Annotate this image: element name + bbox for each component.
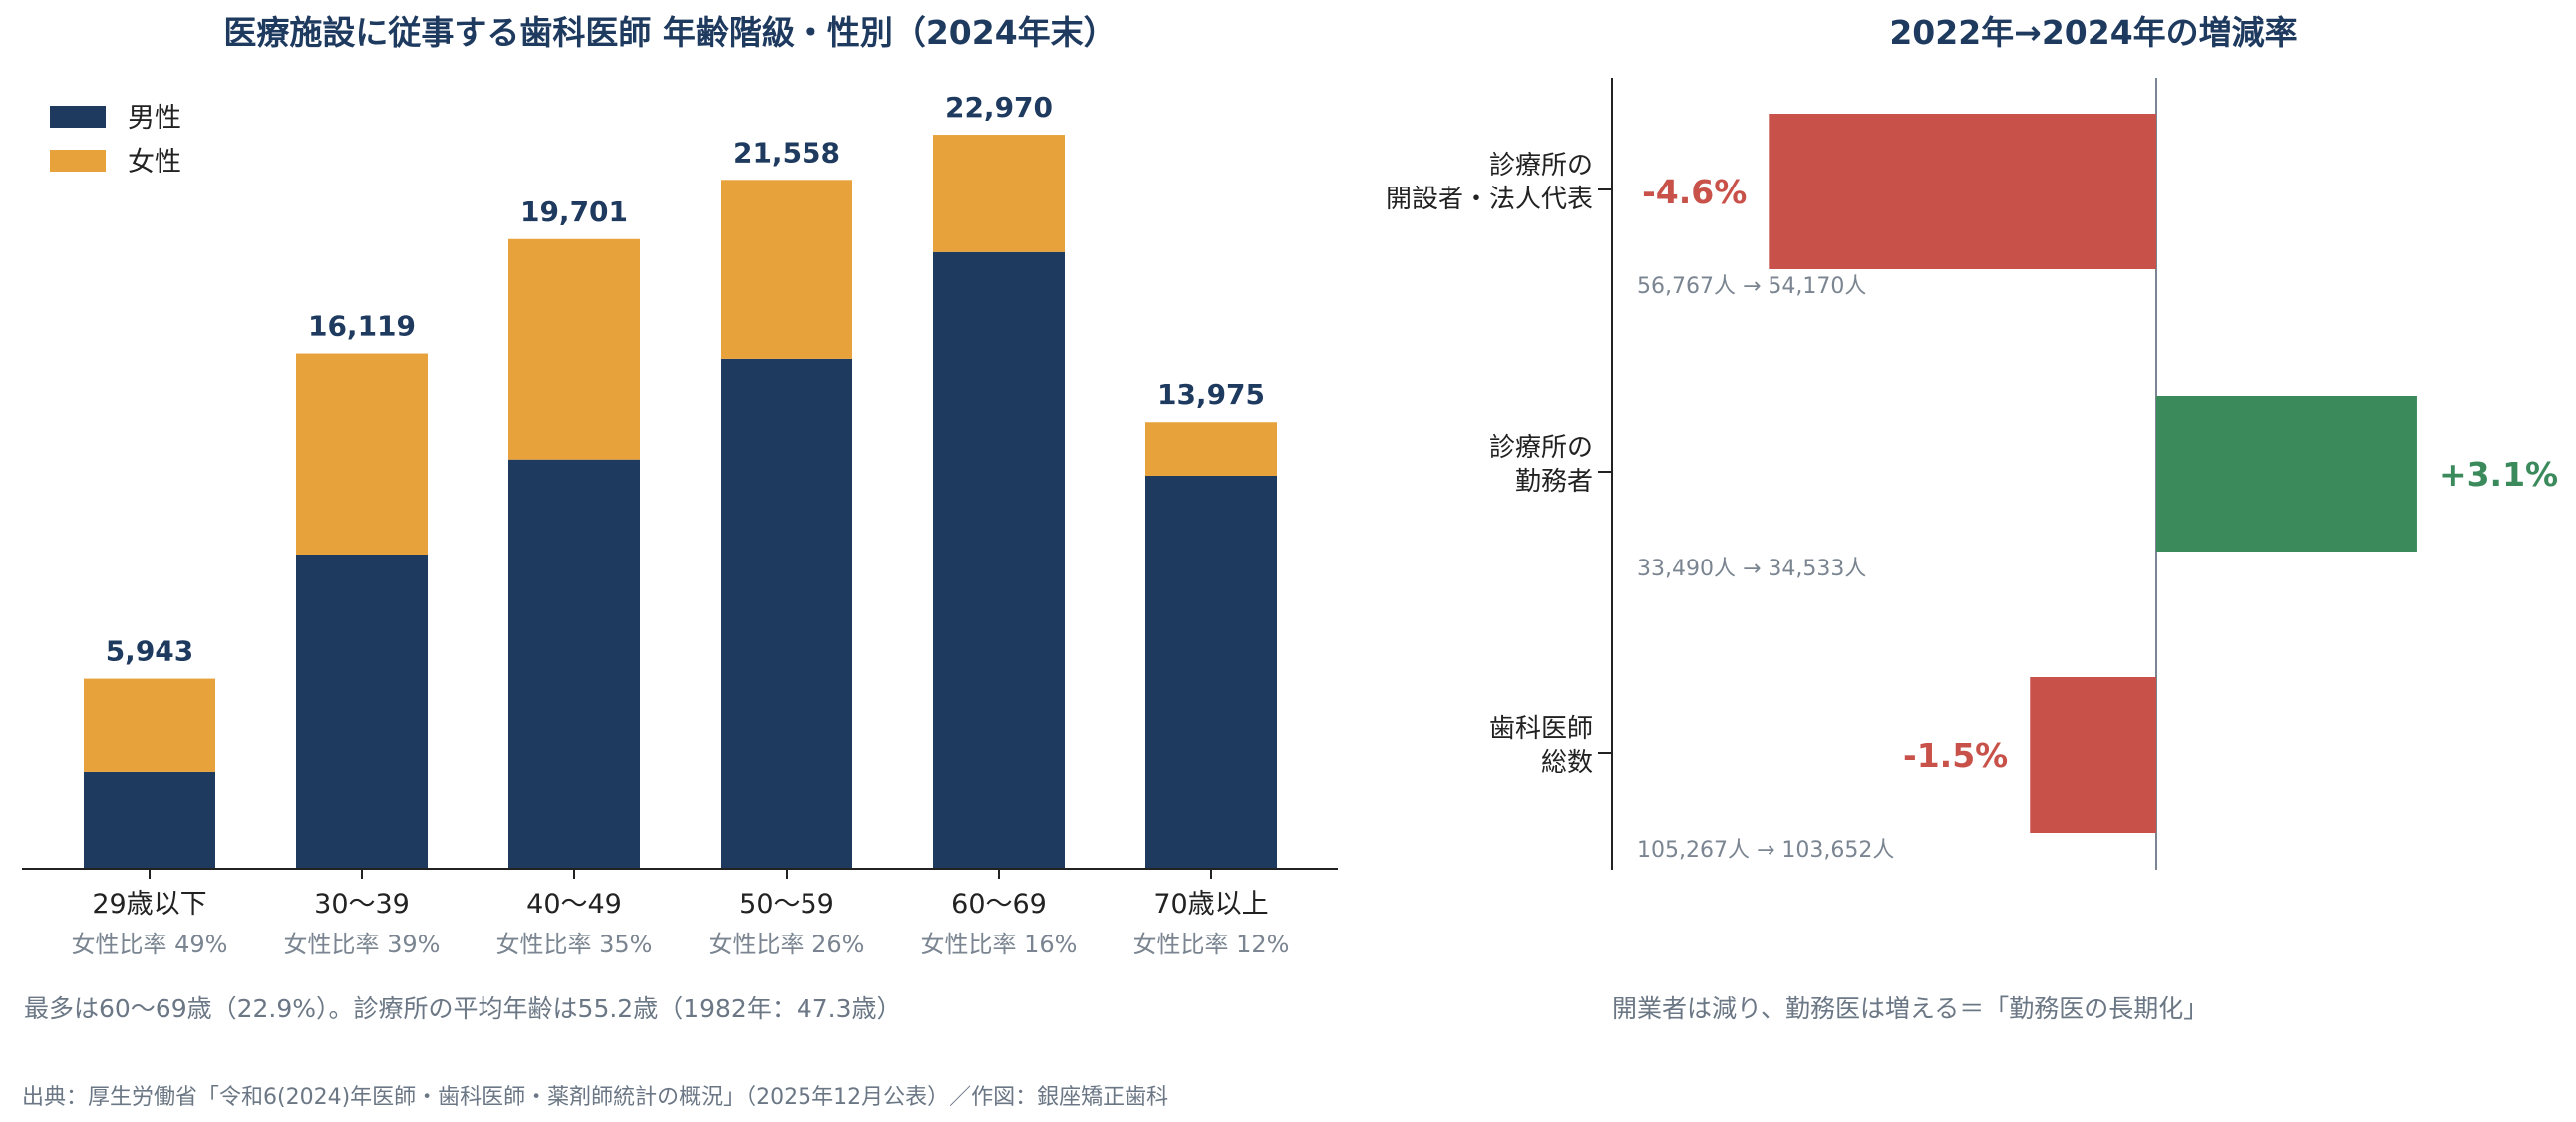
row-label-1-line-1: 診療所の xyxy=(1489,151,1593,181)
bar-female-5 xyxy=(933,135,1065,252)
category-label-2: 30〜39 xyxy=(314,889,410,920)
legend-swatch-male xyxy=(50,106,106,128)
bar-male-4 xyxy=(721,358,852,869)
category-label-6: 70歳以上 xyxy=(1153,889,1268,920)
bar-male-6 xyxy=(1145,475,1277,869)
female-ratio-label-3: 女性比率 35% xyxy=(496,931,653,958)
bar-male-3 xyxy=(508,459,640,869)
row-label-3-line-1: 歯科医師 xyxy=(1489,714,1593,744)
left-chart-title: 医療施設に従事する歯科医師 年齢階級・性別（2024年末） xyxy=(223,13,1116,52)
total-label-6: 13,975 xyxy=(1157,378,1265,411)
change-bar-1 xyxy=(1769,114,2156,269)
change-value-label-3: -1.5% xyxy=(1903,736,2008,775)
left-chart-note: 最多は60〜69歳（22.9%）。診療所の平均年齢は55.2歳（1982年：47… xyxy=(24,994,902,1023)
count-label-1: 56,767人 → 54,170人 xyxy=(1637,274,1866,299)
female-ratio-label-2: 女性比率 39% xyxy=(284,931,441,958)
row-label-2-line-2: 勤務者 xyxy=(1515,467,1593,497)
bar-female-3 xyxy=(508,238,640,460)
total-label-4: 21,558 xyxy=(733,136,840,169)
row-label-2-line-1: 診療所の xyxy=(1489,433,1593,463)
change-bar-3 xyxy=(2030,677,2156,833)
female-ratio-label-4: 女性比率 26% xyxy=(709,931,865,958)
count-label-3: 105,267人 → 103,652人 xyxy=(1637,838,1894,863)
bar-female-1 xyxy=(84,678,215,772)
bar-male-2 xyxy=(296,554,428,869)
female-ratio-label-1: 女性比率 49% xyxy=(72,931,228,958)
count-label-2: 33,490人 → 34,533人 xyxy=(1637,557,1866,581)
row-label-3-line-2: 総数 xyxy=(1541,748,1593,778)
source-note: 出典：厚生労働省「令和6(2024)年医師・歯科医師・薬剤師統計の概況」（202… xyxy=(22,1085,1168,1110)
bar-female-6 xyxy=(1145,422,1277,476)
category-label-1: 29歳以下 xyxy=(92,889,206,920)
legend-label-male: 男性 xyxy=(128,103,181,134)
category-label-4: 50〜59 xyxy=(739,889,834,920)
total-label-3: 19,701 xyxy=(520,195,628,228)
right-chart-note: 開業者は減り、勤務医は増える＝「勤務医の長期化」 xyxy=(1612,994,2208,1023)
total-label-1: 5,943 xyxy=(106,635,194,668)
row-label-1-line-2: 開設者・法人代表 xyxy=(1386,185,1593,214)
legend-swatch-female xyxy=(50,150,106,172)
bar-female-2 xyxy=(296,353,428,555)
total-label-2: 16,119 xyxy=(308,310,416,343)
change-bar-2 xyxy=(2156,396,2417,552)
legend: 男性 女性 xyxy=(50,103,181,178)
bar-female-4 xyxy=(721,180,852,359)
change-value-label-2: +3.1% xyxy=(2439,455,2558,494)
bar-male-1 xyxy=(84,771,215,869)
category-label-5: 60〜69 xyxy=(951,889,1047,920)
female-ratio-label-5: 女性比率 16% xyxy=(921,931,1078,958)
total-label-5: 22,970 xyxy=(945,91,1053,124)
right-chart-title: 2022年→2024年の増減率 xyxy=(1889,13,2297,52)
category-label-3: 40〜49 xyxy=(526,889,622,920)
legend-label-female: 女性 xyxy=(128,147,181,178)
change-value-label-1: -4.6% xyxy=(1642,173,1747,211)
bar-male-5 xyxy=(933,251,1065,869)
female-ratio-label-6: 女性比率 12% xyxy=(1133,931,1290,958)
